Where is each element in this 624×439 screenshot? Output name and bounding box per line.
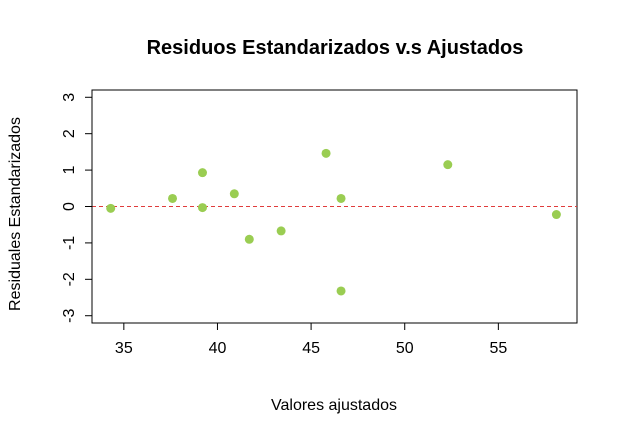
x-tick-label: 40 [209,340,227,357]
chart-title: Residuos Estandarizados v.s Ajustados [147,37,524,59]
y-tick-label: 3 [61,93,78,102]
data-point [168,193,178,203]
y-tick-label: 2 [61,129,78,138]
data-point [197,203,207,213]
data-point [336,286,346,296]
y-tick-label: 1 [61,166,78,175]
y-tick-label: -3 [61,309,78,323]
data-point [244,234,254,244]
data-point [321,148,331,158]
data-point [336,193,346,203]
data-point [229,189,239,199]
data-points [106,148,561,296]
x-tick-label: 45 [302,340,320,357]
data-point [276,226,286,236]
y-axis: -3 -2 -1 0 1 2 3 [61,93,93,323]
y-tick-label: 0 [61,202,78,211]
y-tick-label: -2 [61,272,78,286]
x-axis: 35 40 45 50 55 [115,322,507,357]
data-point [551,210,561,220]
y-axis-label: Residuales Estandarizados [7,117,24,311]
data-point [106,203,116,213]
data-point [443,160,453,170]
x-axis-label: Valores ajustados [271,397,397,414]
data-point [197,168,207,178]
x-tick-label: 35 [115,340,133,357]
x-tick-label: 50 [396,340,414,357]
y-tick-label: -1 [61,236,78,250]
x-tick-label: 55 [489,340,507,357]
